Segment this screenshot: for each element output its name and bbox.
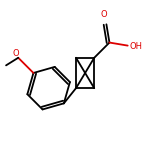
Text: O: O	[13, 49, 20, 59]
Text: OH: OH	[130, 42, 143, 51]
Text: O: O	[101, 10, 107, 19]
